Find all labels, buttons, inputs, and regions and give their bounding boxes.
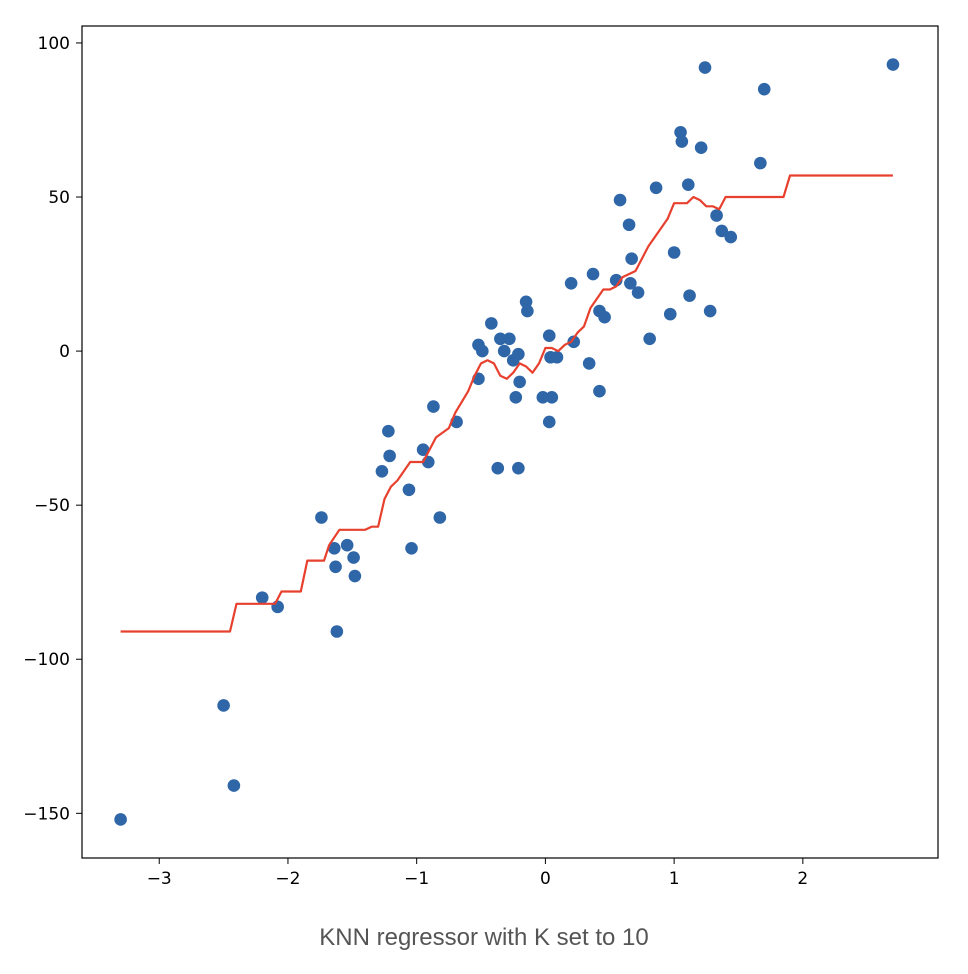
data-point bbox=[631, 286, 645, 299]
data-point bbox=[114, 813, 127, 826]
data-point bbox=[550, 350, 564, 364]
data-point bbox=[521, 304, 534, 318]
data-point bbox=[694, 141, 708, 155]
chart-caption: KNN regressor with K set to 10 bbox=[319, 924, 649, 951]
data-point bbox=[564, 277, 578, 290]
data-point bbox=[227, 779, 241, 792]
knn-prediction-line bbox=[120, 174, 893, 633]
data-point bbox=[402, 483, 416, 497]
y-tick-label: −100 bbox=[23, 650, 70, 670]
y-tick-label: −50 bbox=[34, 496, 70, 516]
data-point bbox=[715, 224, 729, 238]
scatter-points bbox=[114, 58, 900, 826]
chart-svg: −3 −2 −1 0 1 2 100 50 0 −50 −100 −150 bbox=[23, 25, 939, 889]
data-point bbox=[347, 551, 360, 564]
data-point bbox=[315, 511, 328, 524]
data-point bbox=[724, 230, 738, 244]
data-point bbox=[681, 178, 695, 191]
data-point bbox=[674, 126, 687, 139]
data-point bbox=[416, 443, 430, 457]
data-point bbox=[586, 267, 600, 281]
data-point bbox=[433, 511, 447, 524]
data-point bbox=[593, 384, 606, 398]
data-point bbox=[509, 391, 523, 404]
data-point bbox=[427, 400, 440, 413]
axis-ticks: −3 −2 −1 0 1 2 100 50 0 −50 −100 −150 bbox=[23, 34, 808, 889]
data-point bbox=[703, 304, 717, 318]
data-point bbox=[643, 332, 656, 346]
x-tick-label: 0 bbox=[540, 869, 551, 889]
data-point bbox=[886, 58, 900, 71]
data-point bbox=[327, 542, 341, 555]
data-point bbox=[582, 357, 596, 370]
data-point bbox=[683, 289, 696, 302]
data-point bbox=[567, 335, 581, 349]
data-point bbox=[613, 193, 627, 207]
y-tick-label: 100 bbox=[38, 34, 70, 54]
data-point bbox=[667, 246, 681, 259]
plot-frame bbox=[81, 25, 939, 859]
data-point bbox=[382, 424, 395, 438]
data-point bbox=[330, 625, 344, 638]
x-tick-label: 1 bbox=[669, 869, 680, 889]
data-point bbox=[348, 569, 362, 583]
data-point bbox=[329, 560, 342, 574]
x-tick-label: −2 bbox=[275, 869, 300, 889]
data-point bbox=[519, 295, 533, 309]
x-tick-label: −3 bbox=[147, 869, 172, 889]
data-point bbox=[625, 252, 638, 265]
data-point bbox=[622, 218, 636, 232]
data-point bbox=[491, 461, 505, 475]
data-point bbox=[675, 135, 689, 148]
data-point bbox=[710, 209, 723, 222]
data-point bbox=[340, 538, 354, 552]
x-tick-label: −1 bbox=[404, 869, 429, 889]
data-point bbox=[255, 591, 269, 604]
data-point bbox=[542, 329, 556, 342]
y-tick-label: −150 bbox=[23, 804, 70, 824]
data-point bbox=[497, 344, 511, 358]
data-point bbox=[503, 332, 516, 346]
data-point bbox=[536, 391, 550, 404]
data-point bbox=[217, 699, 230, 712]
data-point bbox=[476, 344, 489, 358]
data-point bbox=[405, 542, 418, 555]
x-tick-label: 2 bbox=[797, 869, 808, 889]
data-point bbox=[485, 317, 498, 330]
data-point bbox=[545, 391, 559, 404]
data-point bbox=[754, 156, 767, 170]
data-point bbox=[383, 449, 396, 463]
regression-line-layer bbox=[120, 174, 893, 633]
y-tick-label: 0 bbox=[59, 342, 70, 362]
data-point bbox=[663, 307, 677, 321]
data-point bbox=[494, 332, 507, 346]
data-point bbox=[757, 82, 771, 96]
data-point bbox=[375, 464, 389, 478]
data-point bbox=[649, 181, 663, 195]
data-point bbox=[624, 277, 637, 290]
data-point bbox=[542, 415, 556, 429]
data-point bbox=[513, 375, 526, 389]
data-point bbox=[698, 61, 712, 74]
data-point bbox=[512, 347, 525, 361]
data-point bbox=[598, 310, 611, 324]
data-point bbox=[512, 461, 525, 475]
data-point bbox=[271, 600, 284, 614]
y-tick-label: 50 bbox=[48, 188, 70, 208]
